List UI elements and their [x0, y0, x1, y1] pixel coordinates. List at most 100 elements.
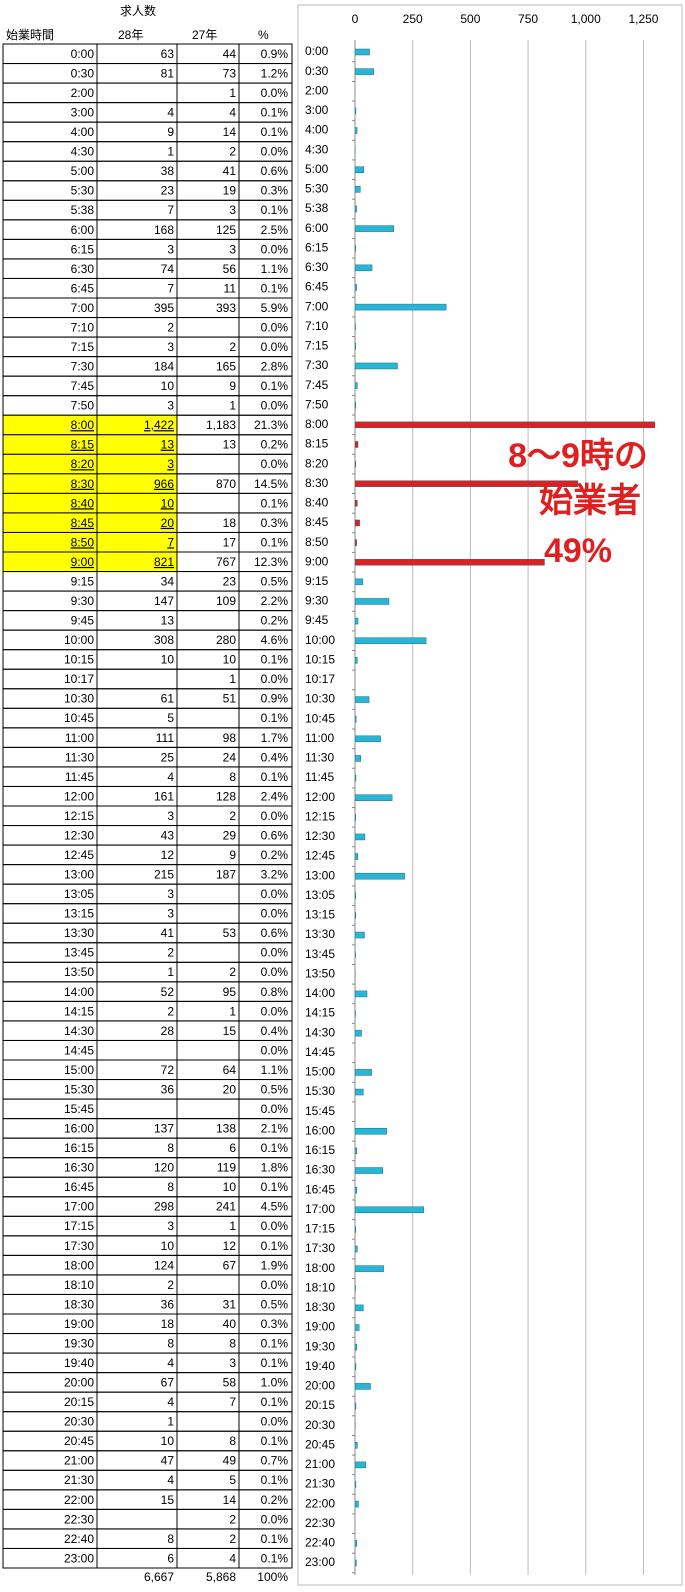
bar — [355, 284, 357, 290]
cell-text: 4:30 — [71, 145, 95, 159]
bars — [355, 49, 683, 1566]
bar — [355, 167, 364, 173]
cell-text: 98 — [223, 731, 237, 745]
y-tick-label: 5:30 — [305, 182, 329, 196]
cell-text: 0.1% — [261, 770, 289, 784]
cell-text: 3 — [167, 340, 174, 354]
cell-text: 0.1% — [261, 535, 289, 549]
y-tick-label: 8:40 — [305, 496, 329, 510]
cell-text: 19:00 — [64, 1317, 94, 1331]
cell-text: 4 — [167, 1356, 174, 1370]
cell-text: 8:15 — [71, 438, 95, 452]
y-tick-label: 19:30 — [305, 1339, 335, 1353]
cell-text: 10:17 — [64, 672, 94, 686]
cell-text: 23 — [161, 184, 175, 198]
cell-text: 10 — [161, 379, 175, 393]
cell-text: 23 — [223, 574, 237, 588]
cell-text: 109 — [216, 594, 236, 608]
y-tick-label: 11:00 — [305, 731, 334, 745]
cell-text: 4 — [229, 1551, 236, 1565]
y-tick-label: 20:15 — [305, 1398, 335, 1412]
y-tick-label: 14:15 — [305, 1006, 335, 1020]
cell-text: 10 — [161, 1434, 175, 1448]
cell-text: 161 — [154, 789, 174, 803]
cell-text: 9:15 — [71, 574, 95, 588]
bar — [355, 1325, 359, 1331]
y-tick-label: 12:00 — [305, 790, 335, 804]
bar — [355, 69, 374, 75]
cell-text: 11:30 — [65, 750, 94, 764]
cell — [97, 239, 177, 259]
y-tick-label: 8:00 — [305, 417, 329, 431]
bar — [355, 1364, 356, 1370]
cell-text: 10:30 — [64, 692, 94, 706]
cell — [97, 1275, 177, 1295]
bar — [355, 579, 363, 585]
cell-text: 2 — [229, 1532, 236, 1546]
cell-text: 0.1% — [261, 1434, 289, 1448]
y-tick-label: 0:30 — [305, 64, 329, 78]
y-tick-label: 22:00 — [305, 1496, 335, 1510]
cell-text: 0.1% — [261, 1356, 289, 1370]
cell-text: 0.0% — [261, 399, 289, 413]
cell-text: 8 — [229, 1336, 236, 1350]
cell-text: 95 — [223, 985, 237, 999]
cell — [97, 708, 177, 728]
cell-text: 184 — [154, 360, 174, 374]
cell-text: 9:00 — [71, 555, 95, 569]
cell-text: 36 — [161, 1297, 175, 1311]
cell-text: 1 — [229, 672, 236, 686]
y-tick-label: 10:15 — [305, 652, 335, 666]
cell — [97, 767, 177, 787]
cell-text: 14:15 — [64, 1004, 94, 1018]
bar — [355, 206, 357, 212]
cell-text: 28 — [161, 1024, 175, 1038]
cell-text: 17 — [223, 535, 237, 549]
cell — [97, 103, 177, 123]
bar — [355, 657, 357, 663]
cell-text: 0.1% — [261, 106, 289, 120]
cell-text: 72 — [161, 1063, 175, 1077]
cell-text: 5 — [229, 1473, 236, 1487]
bar — [355, 1560, 356, 1566]
cell-text: 4 — [167, 1473, 174, 1487]
cell-text: 6:00 — [71, 223, 95, 237]
cell-text: 14:30 — [64, 1024, 94, 1038]
bar — [355, 1168, 383, 1174]
cell-text: 22:30 — [64, 1512, 94, 1526]
cell-text: 44 — [223, 47, 237, 61]
y-tick-label: 21:00 — [305, 1457, 335, 1471]
cell-text: 13 — [161, 614, 175, 628]
cell-text: 0.1% — [261, 203, 289, 217]
y-tick-label: 2:00 — [305, 83, 329, 97]
cell-text: 34 — [161, 574, 175, 588]
cell-text: 11 — [224, 281, 237, 295]
cell-text: 1.2% — [261, 66, 289, 80]
cell-text: 308 — [154, 633, 174, 647]
y-tick-label: 12:45 — [305, 849, 335, 863]
bar — [355, 1482, 356, 1488]
cell-text: 3.2% — [261, 868, 289, 882]
cell-text: 215 — [154, 868, 174, 882]
cell-text: 120 — [154, 1161, 174, 1175]
cell-text: 124 — [154, 1258, 174, 1272]
bar — [355, 834, 365, 840]
bar — [355, 1540, 357, 1546]
cell-text: 8 — [167, 1180, 174, 1194]
cell-text: 81 — [161, 66, 175, 80]
cell-text: 21:30 — [64, 1473, 94, 1487]
y-tick-label: 7:50 — [305, 397, 329, 411]
cell-text: 10 — [161, 1239, 175, 1253]
cell-text: 10 — [223, 1180, 237, 1194]
cell-text: 3:00 — [71, 106, 95, 120]
cell — [97, 1001, 177, 1021]
cell-text: 73 — [223, 66, 237, 80]
cell — [97, 318, 177, 338]
cell-text: 2 — [229, 1512, 236, 1526]
y-tick-label: 17:15 — [305, 1222, 335, 1236]
cell-text: 138 — [216, 1122, 236, 1136]
cell-text: 36 — [161, 1082, 175, 1096]
bar — [355, 1069, 372, 1075]
bar — [355, 265, 372, 271]
cell-text: 20 — [161, 516, 175, 530]
